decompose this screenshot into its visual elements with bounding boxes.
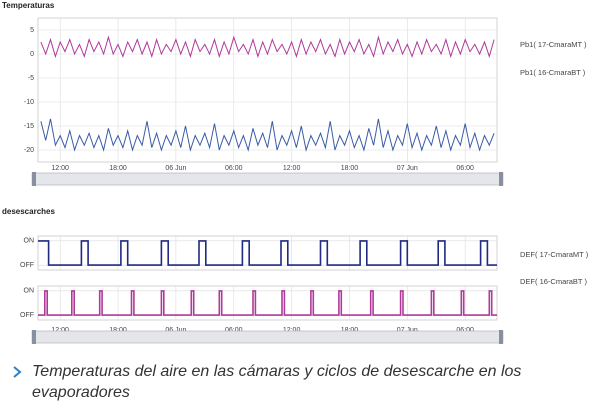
navigator-handle bbox=[499, 330, 503, 344]
x-tick-label: 18:00 bbox=[109, 327, 127, 334]
legend-label: Pb1( 16-CmaraBT ) bbox=[520, 68, 586, 77]
navigator-handle bbox=[32, 330, 36, 344]
navigator-handle bbox=[499, 172, 503, 186]
x-tick-label: 06:00 bbox=[225, 165, 243, 172]
navigator bbox=[31, 172, 504, 186]
series-step bbox=[38, 240, 497, 266]
y-tick-label: 5 bbox=[30, 27, 34, 34]
x-tick-label: 06 Jun bbox=[165, 327, 186, 334]
chart-title: desescarches bbox=[2, 207, 55, 216]
x-tick-label: 06:00 bbox=[456, 327, 474, 334]
y-tick-label: ON bbox=[24, 288, 35, 295]
x-tick-label: 12:00 bbox=[283, 327, 301, 334]
legend-label: DEF( 17-CmaraMT ) bbox=[520, 250, 589, 259]
x-tick-label: 07 Jun bbox=[397, 165, 418, 172]
x-tick-label: 06:00 bbox=[456, 165, 474, 172]
series-line bbox=[40, 35, 495, 59]
x-tick-label: 18:00 bbox=[109, 165, 127, 172]
caption-chevron bbox=[13, 366, 22, 378]
x-tick-label: 12:00 bbox=[51, 165, 69, 172]
plot-frame bbox=[37, 235, 498, 271]
y-tick-label: ON bbox=[24, 238, 35, 245]
x-tick-label: 18:00 bbox=[341, 165, 359, 172]
x-tick-label: 06 Jun bbox=[165, 165, 186, 172]
legend-label: DEF( 16-CmaraBT ) bbox=[520, 277, 587, 286]
y-tick-label: OFF bbox=[20, 312, 34, 319]
x-tick-label: 12:00 bbox=[283, 165, 301, 172]
series-line bbox=[40, 118, 495, 152]
x-tick-label: 18:00 bbox=[341, 327, 359, 334]
series-step bbox=[38, 290, 497, 316]
navigator-handle bbox=[32, 172, 36, 186]
x-tick-label: 07 Jun bbox=[397, 327, 418, 334]
y-tick-label: -20 bbox=[24, 147, 34, 154]
y-tick-label: 0 bbox=[30, 51, 34, 58]
chart-title: Temperaturas bbox=[2, 1, 55, 10]
legend-label: Pb1( 17-CmaraMT ) bbox=[520, 40, 587, 49]
plot-frame bbox=[37, 285, 498, 321]
y-tick-label: -10 bbox=[24, 99, 34, 106]
caption: Temperaturas del aire en las cámaras y c… bbox=[32, 363, 522, 401]
navigator bbox=[31, 330, 504, 344]
y-tick-label: -15 bbox=[24, 123, 34, 130]
y-tick-label: -5 bbox=[28, 75, 34, 82]
plot-frame bbox=[37, 17, 498, 163]
y-tick-label: OFF bbox=[20, 262, 34, 269]
x-tick-label: 06:00 bbox=[225, 327, 243, 334]
x-tick-label: 12:00 bbox=[51, 327, 69, 334]
